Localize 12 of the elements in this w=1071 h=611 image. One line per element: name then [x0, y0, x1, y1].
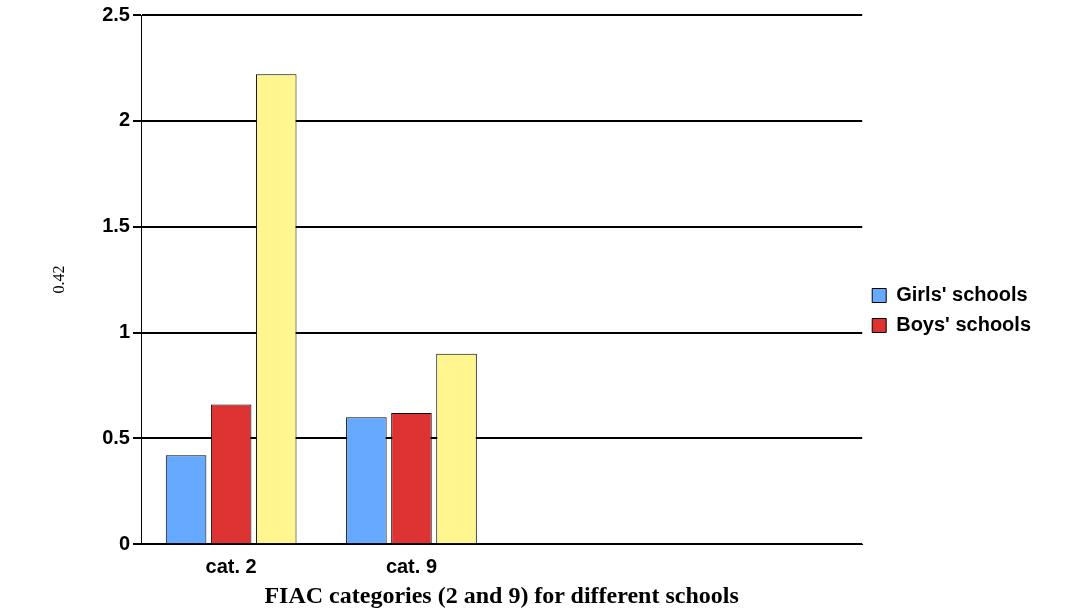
y-tick-label: 0.5 [102, 425, 130, 448]
x-tick-label: cat. 2 [205, 554, 257, 577]
legend-label: Girls' schools [896, 283, 1028, 306]
y-tick-label: 1 [118, 320, 130, 343]
x-tick-label: cat. 9 [385, 554, 438, 577]
y-tick-label: 1.5 [102, 214, 130, 237]
x-axis-title: FIAC categories (2 and 9) for different schools [264, 581, 739, 608]
legend-label: Boys' schools [896, 313, 1031, 336]
y-axis-title: 0.42 [49, 265, 67, 294]
y-tick-label: 2 [118, 108, 130, 131]
y-tick-label: 2.5 [102, 2, 130, 25]
y-tick-label: 0 [118, 531, 130, 554]
